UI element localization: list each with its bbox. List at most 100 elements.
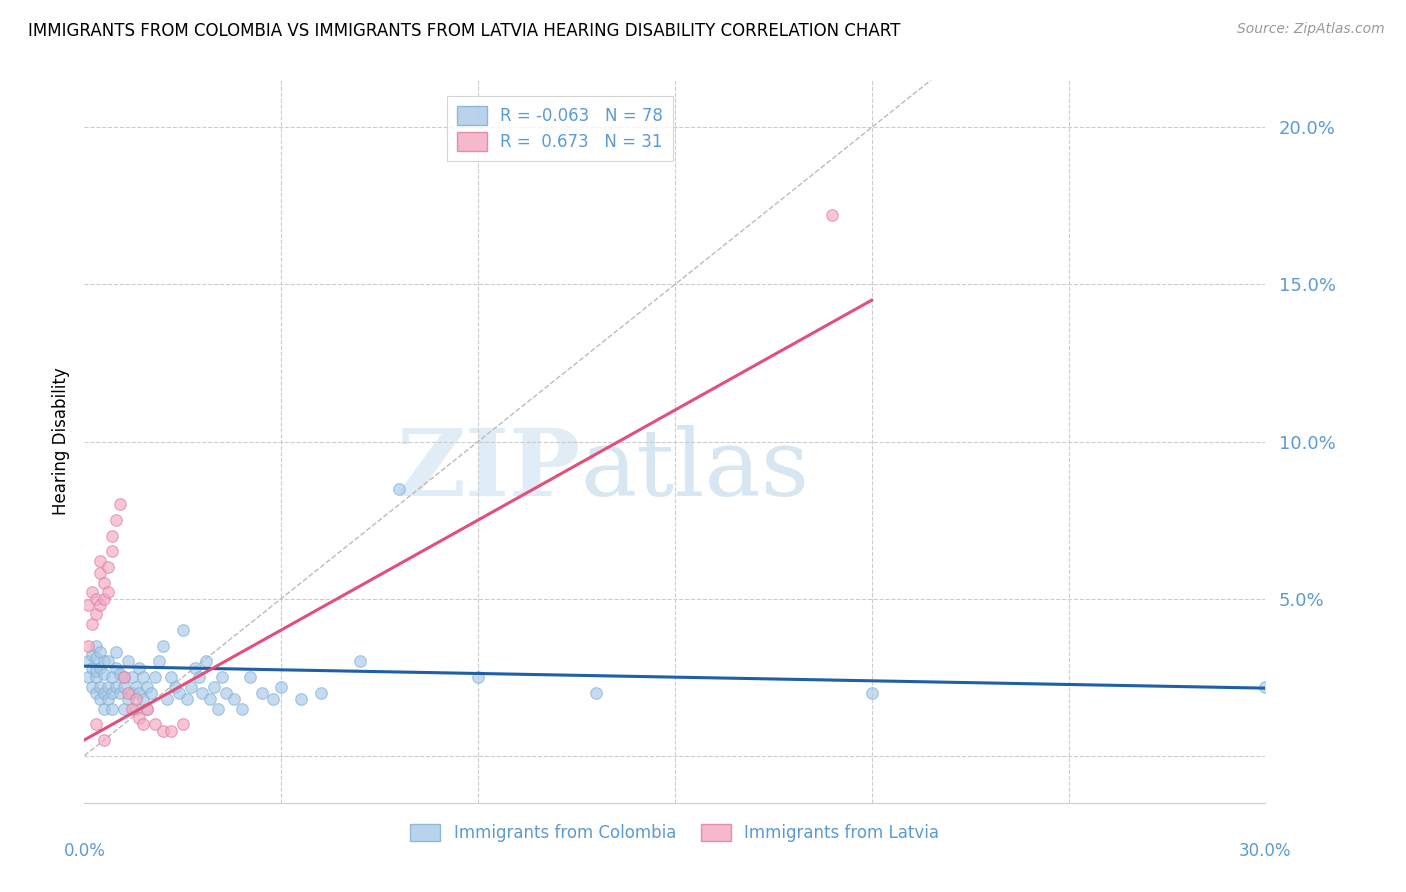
Point	[202, 680, 225, 694]
Point	[136, 680, 159, 694]
Point	[117, 655, 139, 669]
Point	[239, 670, 262, 684]
Point	[89, 645, 111, 659]
Point	[117, 686, 139, 700]
Point	[124, 701, 146, 715]
Point	[222, 692, 245, 706]
Point	[112, 670, 135, 684]
Point	[121, 701, 143, 715]
Point	[108, 667, 131, 681]
Point	[262, 692, 284, 706]
Point	[121, 670, 143, 684]
Point	[89, 661, 111, 675]
Point	[172, 717, 194, 731]
Point	[82, 648, 104, 662]
Point	[77, 639, 100, 653]
Point	[860, 686, 883, 700]
Text: 30.0%: 30.0%	[1239, 842, 1292, 860]
Point	[163, 680, 186, 694]
Point	[101, 670, 124, 684]
Point	[77, 670, 100, 684]
Point	[93, 575, 115, 590]
Point	[128, 711, 150, 725]
Point	[89, 680, 111, 694]
Point	[77, 655, 100, 669]
Point	[1254, 680, 1277, 694]
Point	[84, 607, 107, 622]
Point	[132, 717, 155, 731]
Point	[101, 686, 124, 700]
Point	[349, 655, 371, 669]
Point	[143, 717, 166, 731]
Point	[82, 661, 104, 675]
Point	[93, 733, 115, 747]
Point	[84, 639, 107, 653]
Point	[128, 661, 150, 675]
Point	[93, 591, 115, 606]
Point	[84, 670, 107, 684]
Point	[467, 670, 489, 684]
Point	[89, 566, 111, 581]
Point	[388, 482, 411, 496]
Point	[191, 686, 214, 700]
Point	[112, 680, 135, 694]
Point	[270, 680, 292, 694]
Point	[97, 560, 120, 574]
Legend: Immigrants from Colombia, Immigrants from Latvia: Immigrants from Colombia, Immigrants fro…	[404, 817, 946, 848]
Point	[195, 655, 218, 669]
Point	[148, 655, 170, 669]
Point	[101, 544, 124, 558]
Point	[112, 670, 135, 684]
Point	[101, 529, 124, 543]
Point	[93, 686, 115, 700]
Point	[200, 692, 222, 706]
Point	[250, 686, 273, 700]
Point	[97, 655, 120, 669]
Point	[160, 723, 183, 738]
Point	[231, 701, 253, 715]
Point	[211, 670, 233, 684]
Point	[124, 680, 146, 694]
Point	[215, 686, 238, 700]
Text: ZIP: ZIP	[396, 425, 581, 516]
Point	[97, 585, 120, 599]
Point	[152, 639, 174, 653]
Point	[112, 701, 135, 715]
Point	[104, 661, 127, 675]
Text: Source: ZipAtlas.com: Source: ZipAtlas.com	[1237, 22, 1385, 37]
Point	[128, 686, 150, 700]
Point	[183, 661, 205, 675]
Y-axis label: Hearing Disability: Hearing Disability	[52, 368, 70, 516]
Point	[89, 554, 111, 568]
Point	[89, 692, 111, 706]
Point	[290, 692, 312, 706]
Point	[84, 717, 107, 731]
Point	[172, 623, 194, 637]
Point	[89, 598, 111, 612]
Point	[93, 667, 115, 681]
Point	[82, 585, 104, 599]
Point	[141, 686, 163, 700]
Point	[136, 701, 159, 715]
Point	[101, 701, 124, 715]
Point	[136, 701, 159, 715]
Point	[82, 616, 104, 631]
Point	[121, 686, 143, 700]
Point	[93, 655, 115, 669]
Point	[176, 692, 198, 706]
Point	[187, 670, 209, 684]
Point	[104, 645, 127, 659]
Point	[104, 513, 127, 527]
Point	[152, 723, 174, 738]
Point	[160, 670, 183, 684]
Point	[156, 692, 179, 706]
Text: 0.0%: 0.0%	[63, 842, 105, 860]
Point	[84, 591, 107, 606]
Point	[84, 664, 107, 678]
Point	[108, 686, 131, 700]
Point	[84, 651, 107, 665]
Point	[82, 680, 104, 694]
Point	[104, 680, 127, 694]
Text: atlas: atlas	[581, 425, 810, 516]
Point	[97, 680, 120, 694]
